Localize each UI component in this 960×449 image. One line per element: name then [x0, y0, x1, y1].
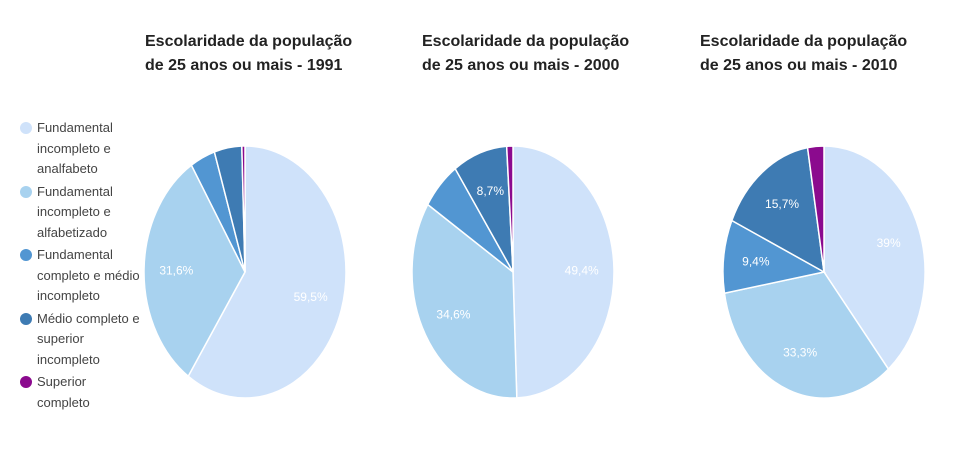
legend-item[interactable]: Fundamental completo e médio incompleto: [20, 245, 140, 307]
chart-title-1991: Escolaridade da população de 25 anos ou …: [145, 33, 353, 74]
pie-slice[interactable]: [241, 145, 246, 273]
legend: Fundamental incompleto e analfabeto Fund…: [20, 118, 140, 415]
slice-label: 59,5%: [294, 290, 328, 304]
legend-swatch: [20, 249, 32, 261]
legend-label: Superior completo: [37, 374, 90, 410]
legend-item[interactable]: Médio completo e superior incompleto: [20, 309, 140, 371]
pie-slice[interactable]: [187, 145, 347, 399]
pie-slice[interactable]: [512, 145, 615, 399]
slice-label: 33,3%: [783, 345, 817, 359]
slice-label: 9,4%: [742, 254, 770, 268]
chart-title-2010: Escolaridade da população de 25 anos ou …: [700, 33, 908, 74]
legend-item[interactable]: Fundamental incompleto e analfabeto: [20, 118, 140, 180]
slice-label: 34,6%: [436, 308, 470, 322]
legend-label: Fundamental incompleto e alfabetizado: [37, 183, 113, 240]
legend-label: Médio completo e superior incompleto: [37, 310, 140, 367]
pie-slice[interactable]: [411, 203, 518, 399]
pie-slice[interactable]: [505, 145, 514, 273]
legend-swatch: [20, 122, 32, 134]
slice-label: 8,7%: [477, 184, 505, 198]
pie-slice[interactable]: [730, 146, 825, 274]
slice-label: 49,4%: [565, 263, 599, 277]
pie-slice[interactable]: [806, 145, 825, 273]
chart-title-2000: Escolaridade da população de 25 anos ou …: [422, 33, 630, 74]
legend-swatch: [20, 376, 32, 388]
pie-slice[interactable]: [143, 164, 246, 378]
slice-label: 39%: [877, 236, 901, 250]
pie-slice[interactable]: [723, 271, 890, 399]
legend-item[interactable]: Fundamental incompleto e alfabetizado: [20, 182, 140, 244]
legend-item[interactable]: Superior completo: [20, 372, 140, 413]
slice-label: 15,7%: [765, 197, 799, 211]
pie-slice[interactable]: [823, 145, 926, 371]
legend-swatch: [20, 185, 32, 198]
legend-swatch: [20, 312, 32, 325]
slice-label: 31,6%: [159, 263, 193, 277]
legend-label: Fundamental completo e médio incompleto: [37, 247, 140, 303]
legend-label: Fundamental incompleto e analfabeto: [37, 120, 113, 176]
